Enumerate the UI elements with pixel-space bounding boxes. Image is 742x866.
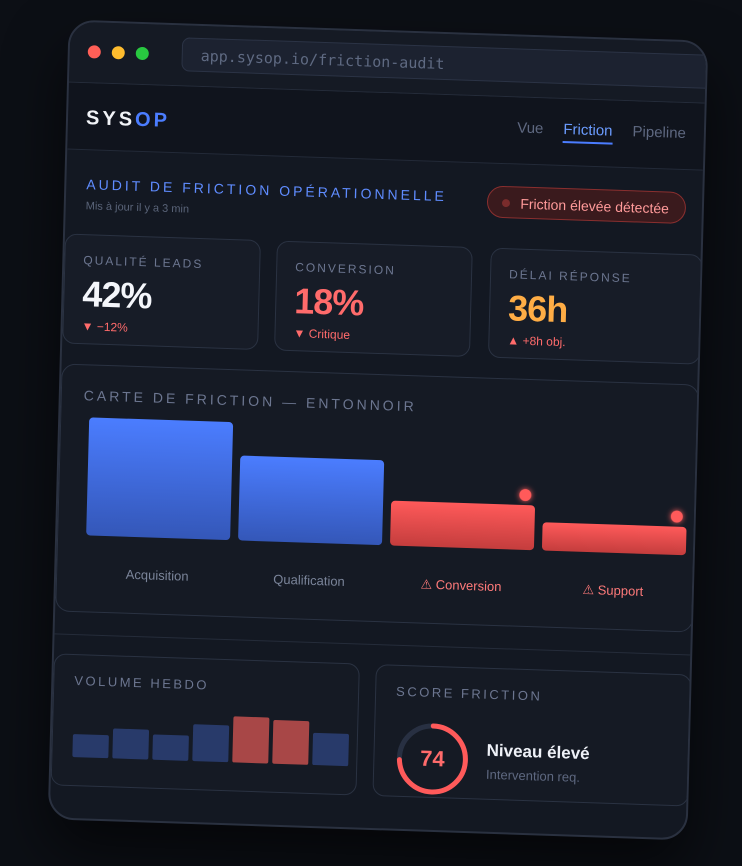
funnel-label-3: ⚠ Support — [582, 582, 644, 599]
volume-bar-4[interactable] — [232, 716, 270, 764]
brand-accent: OP — [134, 108, 171, 132]
funnel-svg: Acquisition Qualification ⚠ Conversion ⚠ Su… — [86, 417, 687, 599]
score-gauge — [396, 723, 468, 795]
volume-bar-2[interactable] — [152, 734, 189, 761]
tab-vue[interactable]: Vue — [517, 119, 544, 138]
funnel-bar-2[interactable] — [390, 500, 535, 551]
close-window-button[interactable] — [87, 45, 101, 59]
score-note: Intervention req. — [485, 766, 581, 785]
funnel-label-2: ⚠ Conversion — [420, 576, 501, 594]
volume-bar-1[interactable] — [112, 728, 150, 760]
kpi-delta: ▼ −12% — [81, 319, 129, 335]
volume-bar-0[interactable] — [72, 734, 109, 759]
brand-main: SYS — [85, 107, 136, 131]
funnel-bar-0[interactable] — [86, 417, 234, 541]
window-frame: app.sysop.io/friction-audit SYSOP Vue Fr… — [47, 19, 709, 841]
alert-dot-icon — [502, 199, 511, 208]
score-value: 74 — [419, 745, 445, 772]
brand-logo[interactable]: SYSOP — [86, 107, 170, 133]
volume-bar-6[interactable] — [312, 732, 349, 767]
friction-marker-icon — [670, 510, 683, 523]
address-bar[interactable]: app.sysop.io/friction-audit — [181, 37, 709, 90]
kpi-label: QUALITÉ LEADS — [83, 253, 204, 272]
minimize-window-button[interactable] — [111, 45, 125, 60]
browser-window: app.sysop.io/friction-audit SYSOP Vue Fr… — [47, 19, 709, 841]
nav-tabs: Vue Friction Pipeline — [517, 119, 686, 147]
section-divider — [54, 633, 695, 656]
last-updated: Mis à jour il y a 3 min — [85, 200, 190, 216]
kpi-delta: ▲ +8h obj. — [507, 333, 566, 350]
score-title: SCORE FRICTION — [395, 683, 543, 704]
main-content: AUDIT DE FRICTION OPÉRATIONNELLE Mis à j… — [50, 150, 703, 807]
funnel-label-1: Qualification — [273, 572, 345, 589]
friction-score-card[interactable]: SCORE FRICTION 74 Niveau élevé Intervent… — [372, 664, 692, 807]
score-level: Niveau élevé — [486, 740, 590, 764]
volume-bar-3[interactable] — [192, 724, 230, 763]
funnel-bar-1[interactable] — [238, 455, 385, 546]
friction-alert-badge[interactable]: Friction élevée détectée — [486, 185, 687, 225]
alert-label: Friction élevée détectée — [520, 195, 670, 217]
tab-friction[interactable]: Friction — [563, 120, 613, 145]
kpi-card-leads[interactable]: QUALITÉ LEADS 42% ▼ −12% — [62, 233, 261, 350]
funnel-bar-3[interactable] — [542, 522, 687, 556]
kpi-value: 36h — [507, 287, 568, 331]
gauge-fill — [396, 723, 468, 795]
kpi-card-response[interactable]: DÉLAI RÉPONSE 36h ▲ +8h obj. — [487, 247, 703, 365]
kpi-value: 42% — [81, 273, 153, 317]
volume-bar-5[interactable] — [272, 720, 310, 765]
kpi-value: 18% — [293, 280, 364, 324]
kpi-label: DÉLAI RÉPONSE — [508, 267, 632, 286]
volume-svg — [72, 716, 349, 767]
weekly-volume-card[interactable]: VOLUME HEBDO — [50, 653, 360, 796]
kpi-card-conversion[interactable]: CONVERSION 18% ▼ Critique — [274, 240, 473, 358]
tab-pipeline[interactable]: Pipeline — [632, 123, 687, 143]
kpi-delta: ▼ Critique — [293, 326, 351, 343]
kpi-label: CONVERSION — [295, 260, 397, 278]
funnel-label-0: Acquisition — [126, 567, 189, 584]
page-title: AUDIT DE FRICTION OPÉRATIONNELLE — [86, 176, 448, 205]
friction-marker-icon — [519, 489, 532, 502]
friction-funnel-chart: CARTE DE FRICTION — ENTONNOIR Acquisitio… — [55, 363, 700, 633]
maximize-window-button[interactable] — [135, 46, 149, 61]
